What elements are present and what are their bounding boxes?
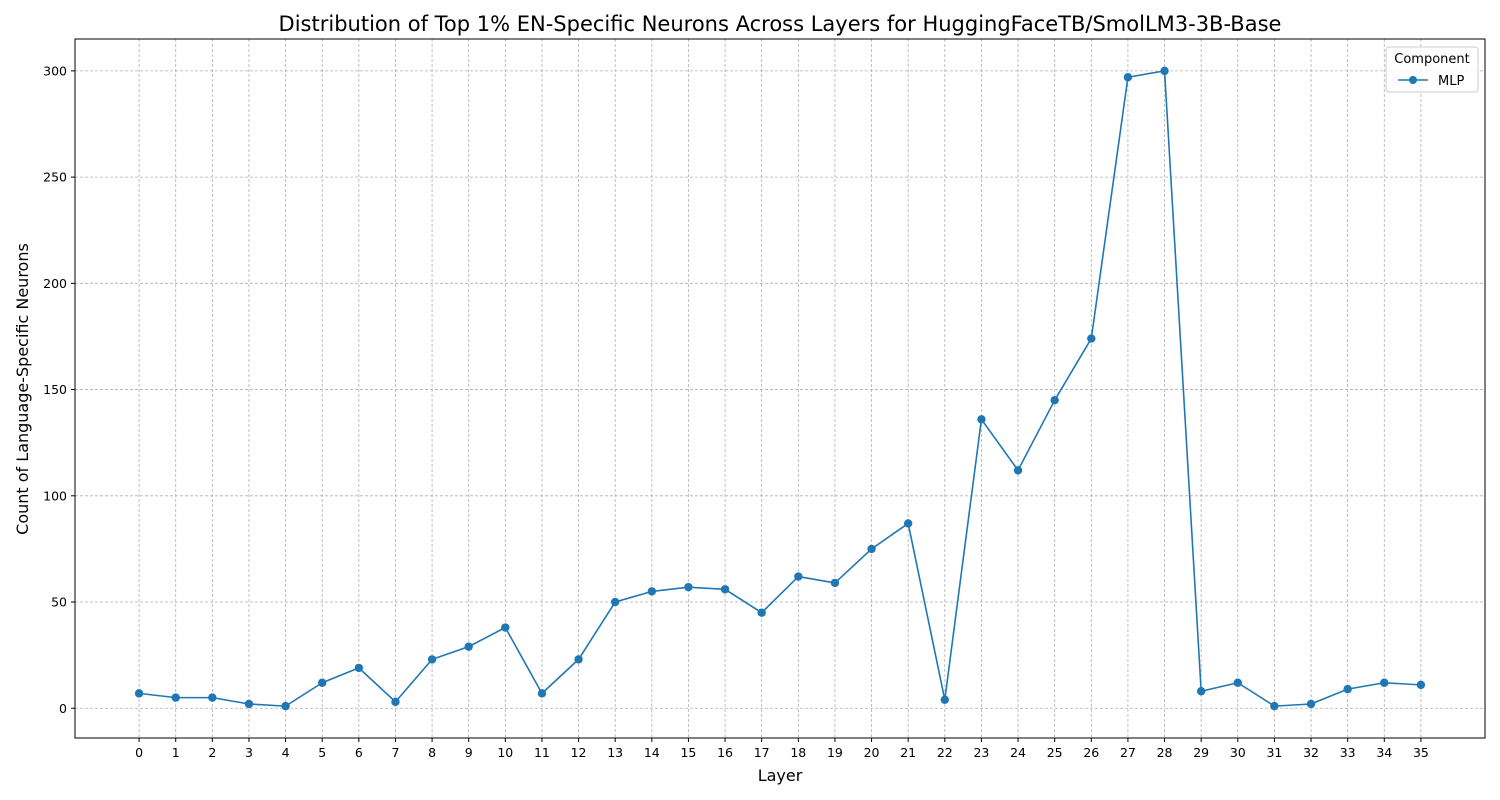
- data-point-18: [794, 572, 803, 581]
- data-point-19: [830, 578, 840, 588]
- y-tick-label-1: 50: [51, 595, 67, 610]
- x-tick-label-13: 13: [607, 745, 623, 760]
- data-point-26: [1087, 334, 1096, 343]
- data-point-17: [757, 608, 766, 617]
- data-point-2: [208, 693, 217, 702]
- data-point-30: [1233, 678, 1242, 687]
- data-point-3: [244, 699, 254, 709]
- x-tick-label-14: 14: [644, 745, 660, 760]
- y-tick-label-2: 100: [43, 488, 67, 503]
- data-point-6: [354, 663, 364, 673]
- data-point-15: [684, 582, 693, 592]
- x-tick-label-0: 0: [135, 745, 143, 760]
- x-tick-label-7: 7: [391, 745, 399, 760]
- x-tick-label-10: 10: [497, 745, 513, 760]
- data-point-14: [647, 587, 657, 596]
- x-tick-label-11: 11: [534, 745, 550, 760]
- y-axis-label: Count of Language-Specific Neurons: [13, 243, 32, 535]
- legend-label-mlp: MLP: [1438, 74, 1464, 89]
- x-tick-label-30: 30: [1230, 745, 1246, 760]
- x-tick-label-31: 31: [1266, 745, 1282, 760]
- data-point-22: [940, 695, 950, 704]
- x-tick-label-17: 17: [754, 745, 770, 760]
- chart-title: Distribution of Top 1% EN-Specific Neuro…: [279, 12, 1282, 36]
- x-tick-label-6: 6: [355, 745, 363, 760]
- data-point-33: [1343, 684, 1352, 694]
- x-tick-label-5: 5: [318, 745, 326, 760]
- x-tick-label-18: 18: [790, 745, 806, 760]
- x-tick-label-19: 19: [827, 745, 843, 760]
- x-tick-label-3: 3: [245, 745, 253, 760]
- x-tick-label-25: 25: [1047, 745, 1063, 760]
- data-point-13: [610, 597, 620, 607]
- data-point-7: [391, 697, 400, 707]
- data-point-29: [1196, 687, 1206, 696]
- data-point-31: [1270, 701, 1279, 711]
- data-point-1: [171, 693, 180, 702]
- plot-frame: [74, 38, 1486, 739]
- data-point-25: [1050, 395, 1059, 405]
- x-tick-label-35: 35: [1413, 745, 1429, 760]
- x-tick-label-8: 8: [428, 745, 436, 760]
- legend-marker-mlp: [1409, 76, 1417, 84]
- y-tick-label-6: 300: [43, 63, 67, 78]
- x-tick-label-12: 12: [571, 745, 587, 760]
- data-point-10: [501, 623, 510, 632]
- x-tick-label-2: 2: [208, 745, 216, 760]
- data-point-16: [720, 585, 730, 594]
- data-point-0: [134, 689, 144, 698]
- data-point-9: [464, 642, 473, 651]
- data-point-23: [977, 415, 986, 424]
- x-tick-label-29: 29: [1193, 745, 1209, 760]
- data-point-5: [318, 678, 327, 687]
- y-tick-label-4: 200: [43, 276, 67, 291]
- data-point-4: [281, 701, 290, 711]
- x-tick-label-33: 33: [1340, 745, 1356, 760]
- data-point-27: [1123, 73, 1133, 82]
- x-tick-label-32: 32: [1303, 745, 1319, 760]
- data-point-12: [574, 655, 583, 664]
- x-axis-label: Layer: [758, 766, 803, 785]
- y-tick-label-5: 250: [43, 170, 67, 185]
- x-tick-label-28: 28: [1157, 745, 1173, 760]
- data-point-21: [903, 519, 913, 528]
- legend: Component MLP: [1385, 46, 1479, 93]
- x-tick-label-24: 24: [1010, 745, 1026, 760]
- x-tick-label-26: 26: [1083, 745, 1099, 760]
- x-tick-label-21: 21: [900, 745, 916, 760]
- data-point-8: [427, 655, 437, 664]
- x-tick-label-27: 27: [1120, 745, 1136, 760]
- data-point-20: [867, 544, 876, 554]
- grid-lines: [75, 39, 1485, 738]
- data-point-32: [1306, 699, 1316, 709]
- legend-title: Component: [1394, 52, 1469, 67]
- x-tick-label-23: 23: [973, 745, 989, 760]
- data-point-28: [1160, 66, 1169, 76]
- y-tick-label-0: 0: [59, 701, 67, 716]
- x-tick-label-1: 1: [172, 745, 180, 760]
- data-point-34: [1380, 678, 1389, 687]
- x-tick-label-22: 22: [937, 745, 953, 760]
- data-point-24: [1013, 466, 1023, 475]
- data-point-35: [1416, 680, 1426, 690]
- x-tick-label-9: 9: [465, 745, 473, 760]
- data-point-11: [537, 689, 547, 698]
- series-mlp: [134, 66, 1426, 711]
- x-tick-label-34: 34: [1376, 745, 1392, 760]
- x-tick-label-20: 20: [864, 745, 880, 760]
- x-tick-label-15: 15: [680, 745, 696, 760]
- x-tick-label-4: 4: [282, 745, 290, 760]
- series-line-0: [138, 70, 1421, 707]
- x-axis: 0 1 2 3 4 5 6 7 8 9 10 11 12 13 14 15 16 17 18 19 20 21 22 23 24…: [135, 738, 1429, 760]
- y-tick-label-3: 150: [43, 382, 67, 397]
- y-axis: 0 50 100 150 200 250 300: [43, 63, 75, 716]
- x-tick-label-16: 16: [717, 745, 733, 760]
